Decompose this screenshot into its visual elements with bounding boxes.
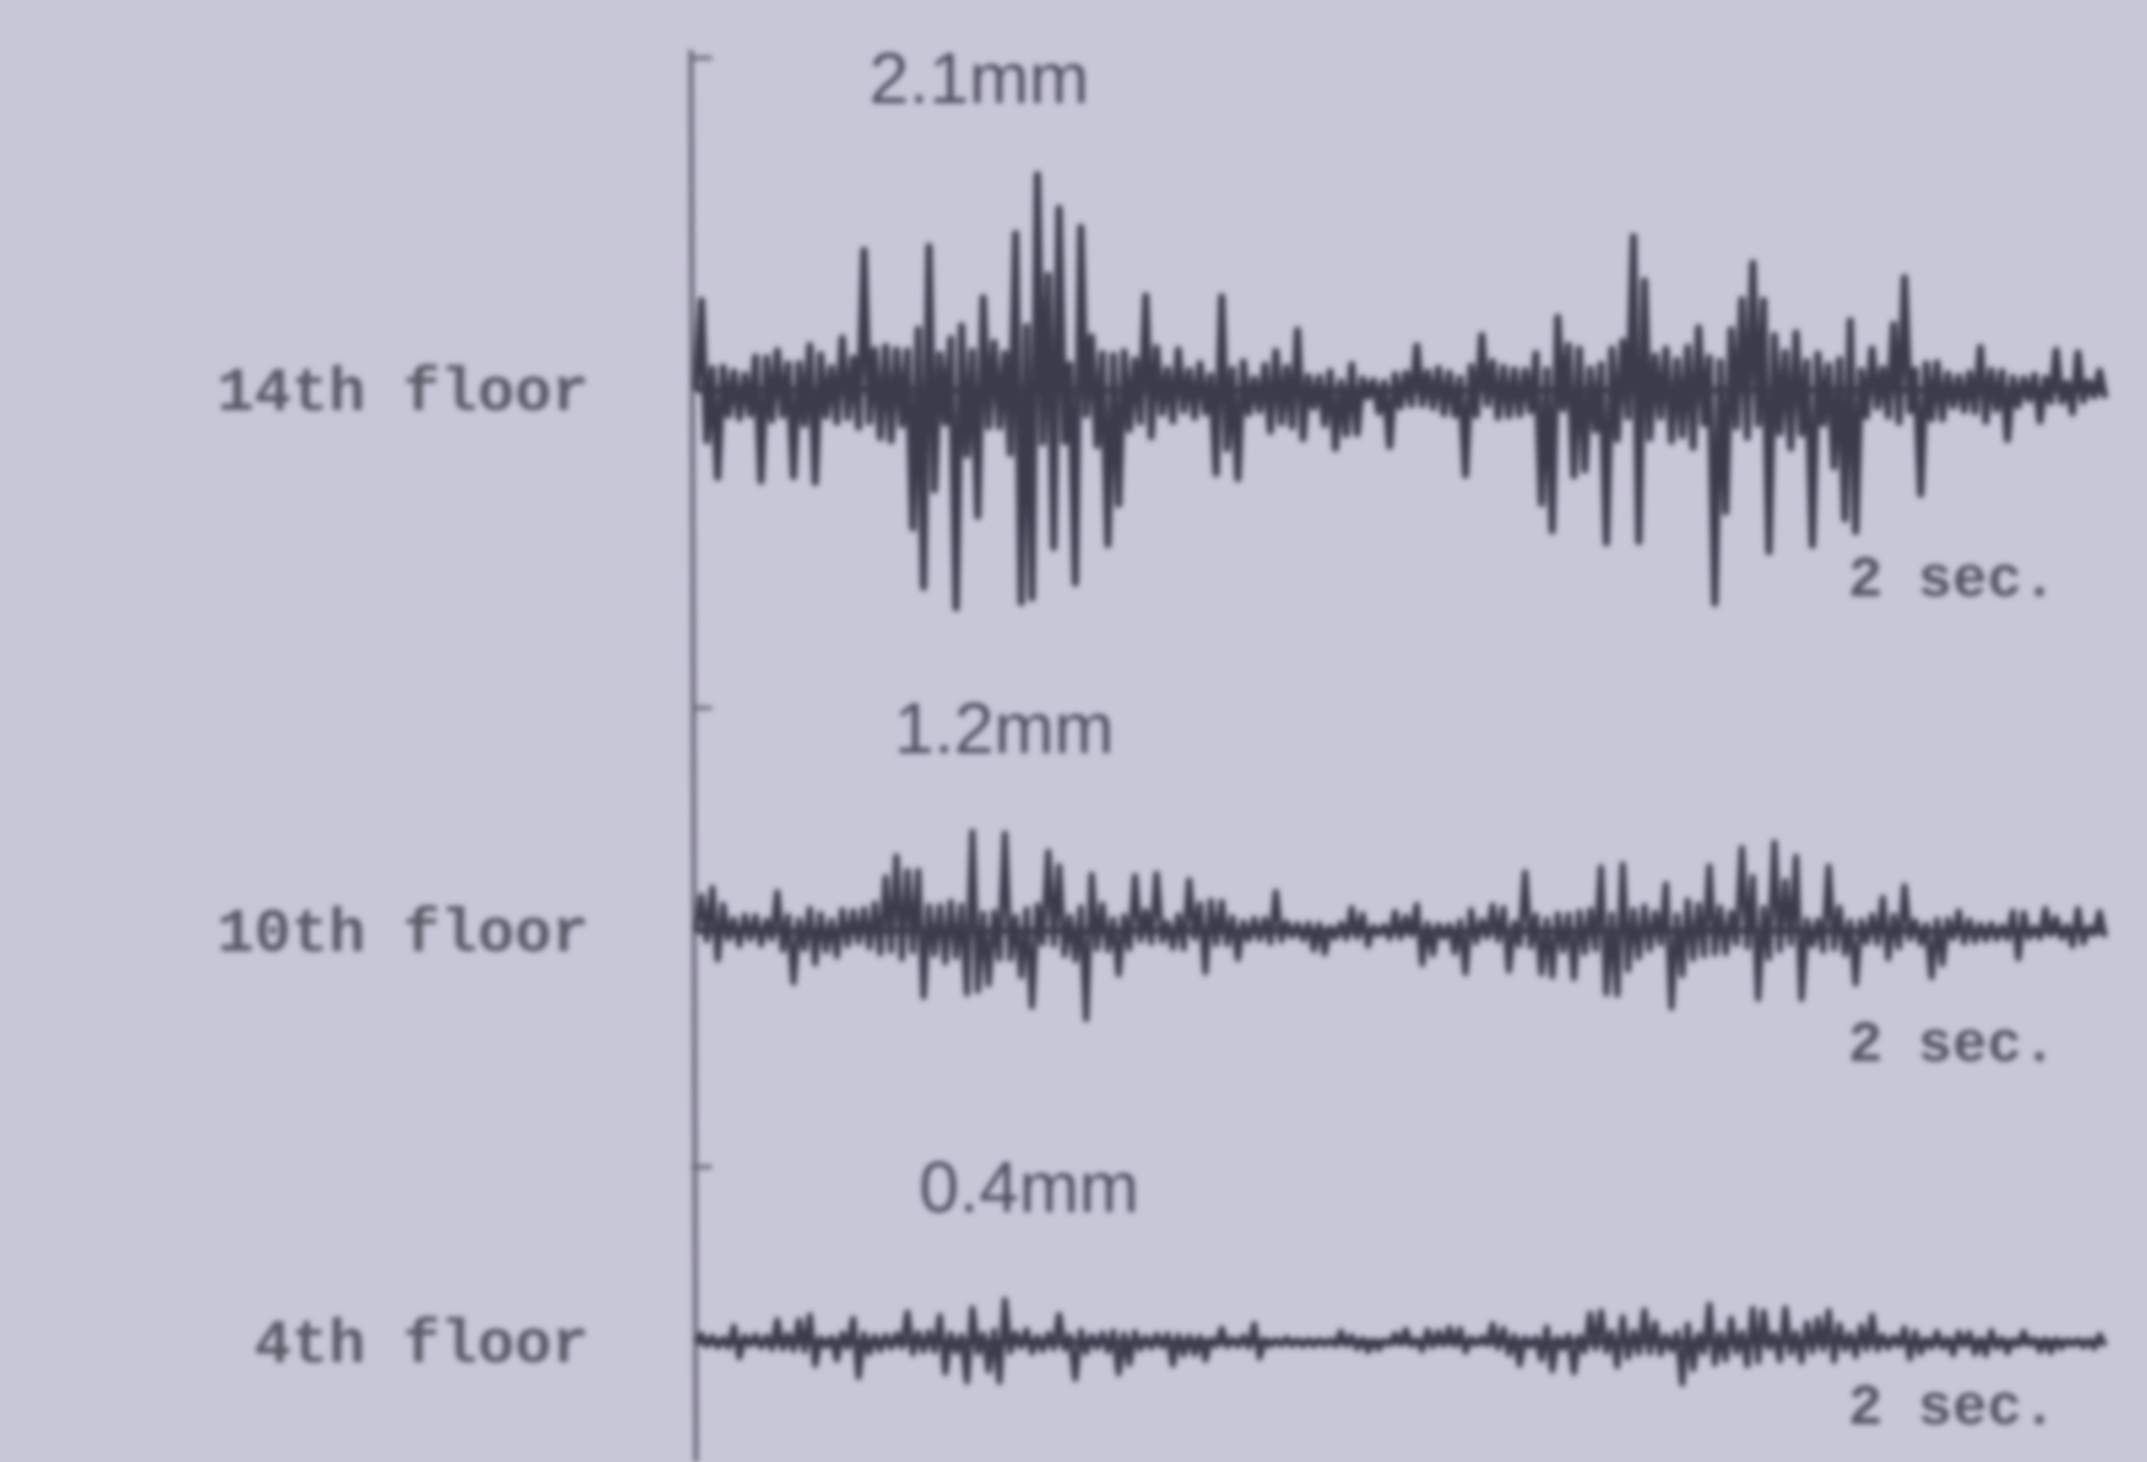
time-scale-label: 2 sec. [1848,1014,2057,1079]
trace-label: 14th floor [217,358,589,429]
figure: 14th floor 2.1mm 2 sec. 10th floor 1.2mm 2 se… [0,0,2147,1462]
trace-label: 10th floor [217,899,589,970]
amplitude-label: 0.4mm [919,1148,1139,1228]
time-scale-label: 2 sec. [1848,1377,2057,1442]
amplitude-label: 2.1mm [869,39,1089,119]
amplitude-label: 1.2mm [894,689,1114,769]
time-scale-label: 2 sec. [1848,549,2057,614]
trace-label: 4th floor [254,1310,589,1381]
